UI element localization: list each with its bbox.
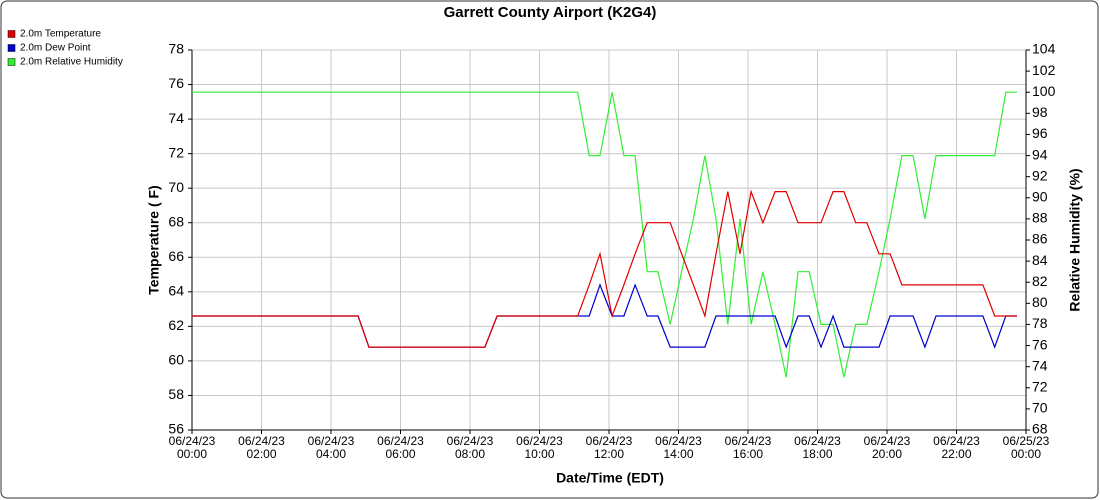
series-line xyxy=(192,91,1017,378)
y2-tick-label: 80 xyxy=(1032,294,1048,310)
y2-tick-label: 68 xyxy=(1032,421,1048,437)
x-tick-label: 06/24/23 18:00 xyxy=(794,434,841,461)
y-tick-label: 56 xyxy=(168,421,184,437)
x-tick-label: 06/24/23 10:00 xyxy=(516,434,563,461)
legend-label: 2.0m Dew Point xyxy=(20,43,91,54)
y-tick-label: 68 xyxy=(168,213,184,229)
y2-tick-label: 102 xyxy=(1032,62,1056,78)
y-tick-label: 72 xyxy=(168,144,184,160)
y2-tick-label: 88 xyxy=(1032,210,1048,226)
y-tick-label: 78 xyxy=(168,41,184,57)
x-tick-label: 06/24/23 00:00 xyxy=(168,434,216,461)
chart-title: Garrett County Airport (K2G4) xyxy=(444,4,657,21)
y2-tick-label: 98 xyxy=(1032,104,1048,120)
y-tick-label: 76 xyxy=(168,75,184,91)
x-tick-label: 06/24/23 02:00 xyxy=(238,434,285,461)
x-tick-label: 06/25/23 00:00 xyxy=(1002,434,1050,461)
y-tick-label: 70 xyxy=(168,179,184,195)
y2-tick-label: 82 xyxy=(1032,273,1048,289)
y2-axis-label: Relative Humidity (%) xyxy=(1067,168,1083,311)
y-axis-label: Temperature ( F) xyxy=(146,185,162,294)
y2-tick-label: 92 xyxy=(1032,167,1048,183)
y-tick-label: 60 xyxy=(168,352,184,368)
y2-tick-label: 72 xyxy=(1032,378,1048,394)
legend-swatch xyxy=(7,30,16,38)
legend-label: 2.0m Relative Humidity xyxy=(20,57,123,68)
legend-label: 2.0m Temperature xyxy=(20,29,101,40)
y2-tick-label: 94 xyxy=(1032,146,1048,162)
y2-tick-label: 84 xyxy=(1032,252,1048,268)
y2-tick-label: 78 xyxy=(1032,315,1048,331)
y2-tick-label: 70 xyxy=(1032,400,1048,416)
y2-tick-label: 76 xyxy=(1032,336,1048,352)
y-tick-label: 58 xyxy=(168,386,184,402)
x-tick-label: 06/24/23 14:00 xyxy=(655,434,702,461)
y2-tick-label: 90 xyxy=(1032,188,1048,204)
y2-tick-label: 86 xyxy=(1032,231,1048,247)
series-line xyxy=(192,189,1017,348)
x-tick-label: 06/24/23 04:00 xyxy=(307,434,355,461)
x-axis-label: Date/Time (EDT) xyxy=(556,470,664,486)
x-tick-label: 06/24/23 12:00 xyxy=(585,434,633,461)
y2-tick-label: 100 xyxy=(1032,83,1056,99)
y-tick-label: 62 xyxy=(168,317,184,333)
y2-tick-label: 104 xyxy=(1032,41,1056,57)
x-tick-label: 06/24/23 22:00 xyxy=(933,434,980,461)
legend-swatch xyxy=(7,44,16,52)
y-tick-label: 64 xyxy=(168,283,184,299)
x-tick-label: 06/24/23 16:00 xyxy=(724,434,772,461)
y2-tick-label: 74 xyxy=(1032,357,1048,373)
y2-tick-label: 96 xyxy=(1032,125,1048,141)
legend-swatch xyxy=(7,58,16,66)
x-tick-label: 06/24/23 08:00 xyxy=(446,434,494,461)
series-line xyxy=(192,283,1017,349)
y-tick-label: 74 xyxy=(168,110,184,126)
x-tick-label: 06/24/23 06:00 xyxy=(377,434,424,461)
x-tick-label: 06/24/23 20:00 xyxy=(863,434,911,461)
y-tick-label: 66 xyxy=(168,248,184,264)
